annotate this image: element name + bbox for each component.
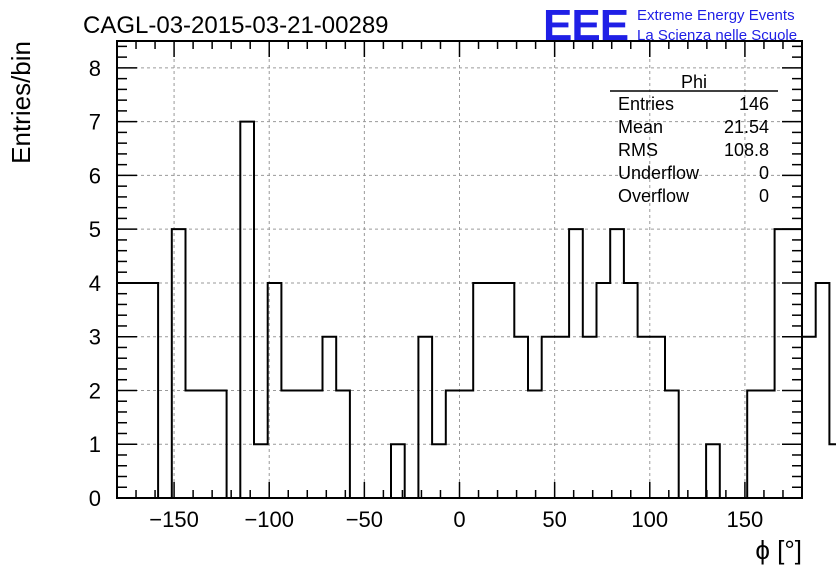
histogram-bin-4 xyxy=(172,229,186,498)
y-tick-label: 4 xyxy=(89,271,101,296)
histogram-bin-28 xyxy=(501,283,515,498)
x-tick-label: 50 xyxy=(542,507,566,532)
y-tick-label: 1 xyxy=(89,432,101,457)
x-tick-label: 0 xyxy=(453,507,465,532)
x-tick-label: −100 xyxy=(244,507,294,532)
histogram-bin-11 xyxy=(268,283,282,498)
y-tick-label: 0 xyxy=(89,486,101,511)
stats-row-label: RMS xyxy=(618,140,658,160)
histogram-bin-2 xyxy=(144,283,158,498)
histogram-bin-22 xyxy=(418,337,432,498)
histogram-bin-6 xyxy=(199,390,213,498)
histogram-bin-24 xyxy=(446,390,460,498)
chart-title: CAGL-03-2015-03-21-00289 xyxy=(83,12,389,39)
histogram-bin-32 xyxy=(555,337,569,498)
histogram-bin-36 xyxy=(610,229,624,498)
histogram-bin-40 xyxy=(665,390,679,498)
y-tick-label: 6 xyxy=(89,163,101,188)
x-tick-label: 100 xyxy=(631,507,668,532)
histogram-bin-46 xyxy=(747,390,761,498)
y-axis-title: Entries/bin xyxy=(6,41,36,164)
histogram-bin-49 xyxy=(788,229,802,498)
histogram-bin-34 xyxy=(583,337,597,498)
histogram-bin-48 xyxy=(775,229,789,498)
stats-row-value: 108.8 xyxy=(724,140,769,160)
histogram-bin-38 xyxy=(638,337,652,498)
logo-line-1: Extreme Energy Events xyxy=(637,7,795,24)
histogram-bin-30 xyxy=(528,390,542,498)
stats-row-value: 0 xyxy=(759,163,769,183)
histogram-bin-5 xyxy=(186,390,200,498)
histogram-bin-27 xyxy=(487,283,501,498)
logo-line-2: La Scienza nelle Scuole xyxy=(637,27,797,44)
y-tick-label: 7 xyxy=(89,110,101,135)
histogram-bin-29 xyxy=(514,337,528,498)
y-tick-label: 3 xyxy=(89,325,101,350)
histogram-bin-33 xyxy=(569,229,583,498)
histogram-bin-39 xyxy=(651,337,665,498)
stats-row-label: Underflow xyxy=(618,163,700,183)
histogram-bin-7 xyxy=(213,390,227,498)
histogram-bin-35 xyxy=(597,283,611,498)
x-tick-label: −50 xyxy=(346,507,383,532)
histogram-bin-26 xyxy=(473,283,487,498)
stats-title: Phi xyxy=(681,72,707,92)
stats-row-label: Overflow xyxy=(618,186,690,206)
histogram-bin-25 xyxy=(460,390,474,498)
stats-row-value: 21.54 xyxy=(724,117,769,137)
histogram-bin-31 xyxy=(542,337,556,498)
histogram-series xyxy=(117,120,836,499)
histogram-bin-37 xyxy=(624,283,638,498)
histogram-bin-20 xyxy=(391,444,405,498)
histogram-bin-15 xyxy=(323,337,337,498)
histogram-bin-14 xyxy=(309,390,323,498)
histogram-bin-10 xyxy=(254,444,268,498)
x-axis-title: ϕ [°] xyxy=(755,535,802,565)
histogram-bin-43 xyxy=(706,444,720,498)
histogram-bin-9 xyxy=(240,122,254,498)
x-tick-label: −150 xyxy=(149,507,199,532)
histogram-bin-16 xyxy=(336,390,350,498)
histogram-bin-50 xyxy=(802,337,816,498)
histogram-bin-23 xyxy=(432,444,446,498)
stats-row-value: 146 xyxy=(739,94,769,114)
histogram-bin-52 xyxy=(829,444,836,498)
histogram-bin-51 xyxy=(816,283,830,498)
histogram-bin-13 xyxy=(295,390,309,498)
eee-logo-mark: EEE xyxy=(543,1,628,50)
x-tick-label: 150 xyxy=(727,507,764,532)
histogram-bin-12 xyxy=(281,390,295,498)
stats-row-label: Entries xyxy=(618,94,674,114)
stats-row-label: Mean xyxy=(618,117,663,137)
y-tick-label: 8 xyxy=(89,56,101,81)
stats-row-value: 0 xyxy=(759,186,769,206)
y-tick-label: 2 xyxy=(89,378,101,403)
histogram-bin-47 xyxy=(761,390,775,498)
y-tick-label: 5 xyxy=(89,217,101,242)
